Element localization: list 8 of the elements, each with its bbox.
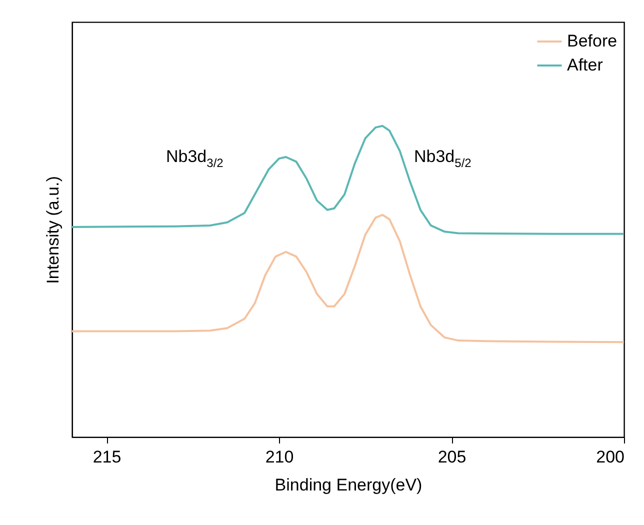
y-axis-title: Intensity (a.u.) xyxy=(44,176,62,284)
x-tick-label: 210 xyxy=(265,448,294,466)
x-axis-title: Binding Energy(eV) xyxy=(274,476,422,494)
legend-label: Before xyxy=(567,32,618,50)
x-tick-label: 215 xyxy=(92,448,122,466)
legend-label: After xyxy=(567,56,604,74)
x-tick-label: 205 xyxy=(438,448,466,466)
x-tick-label: 200 xyxy=(596,448,624,466)
